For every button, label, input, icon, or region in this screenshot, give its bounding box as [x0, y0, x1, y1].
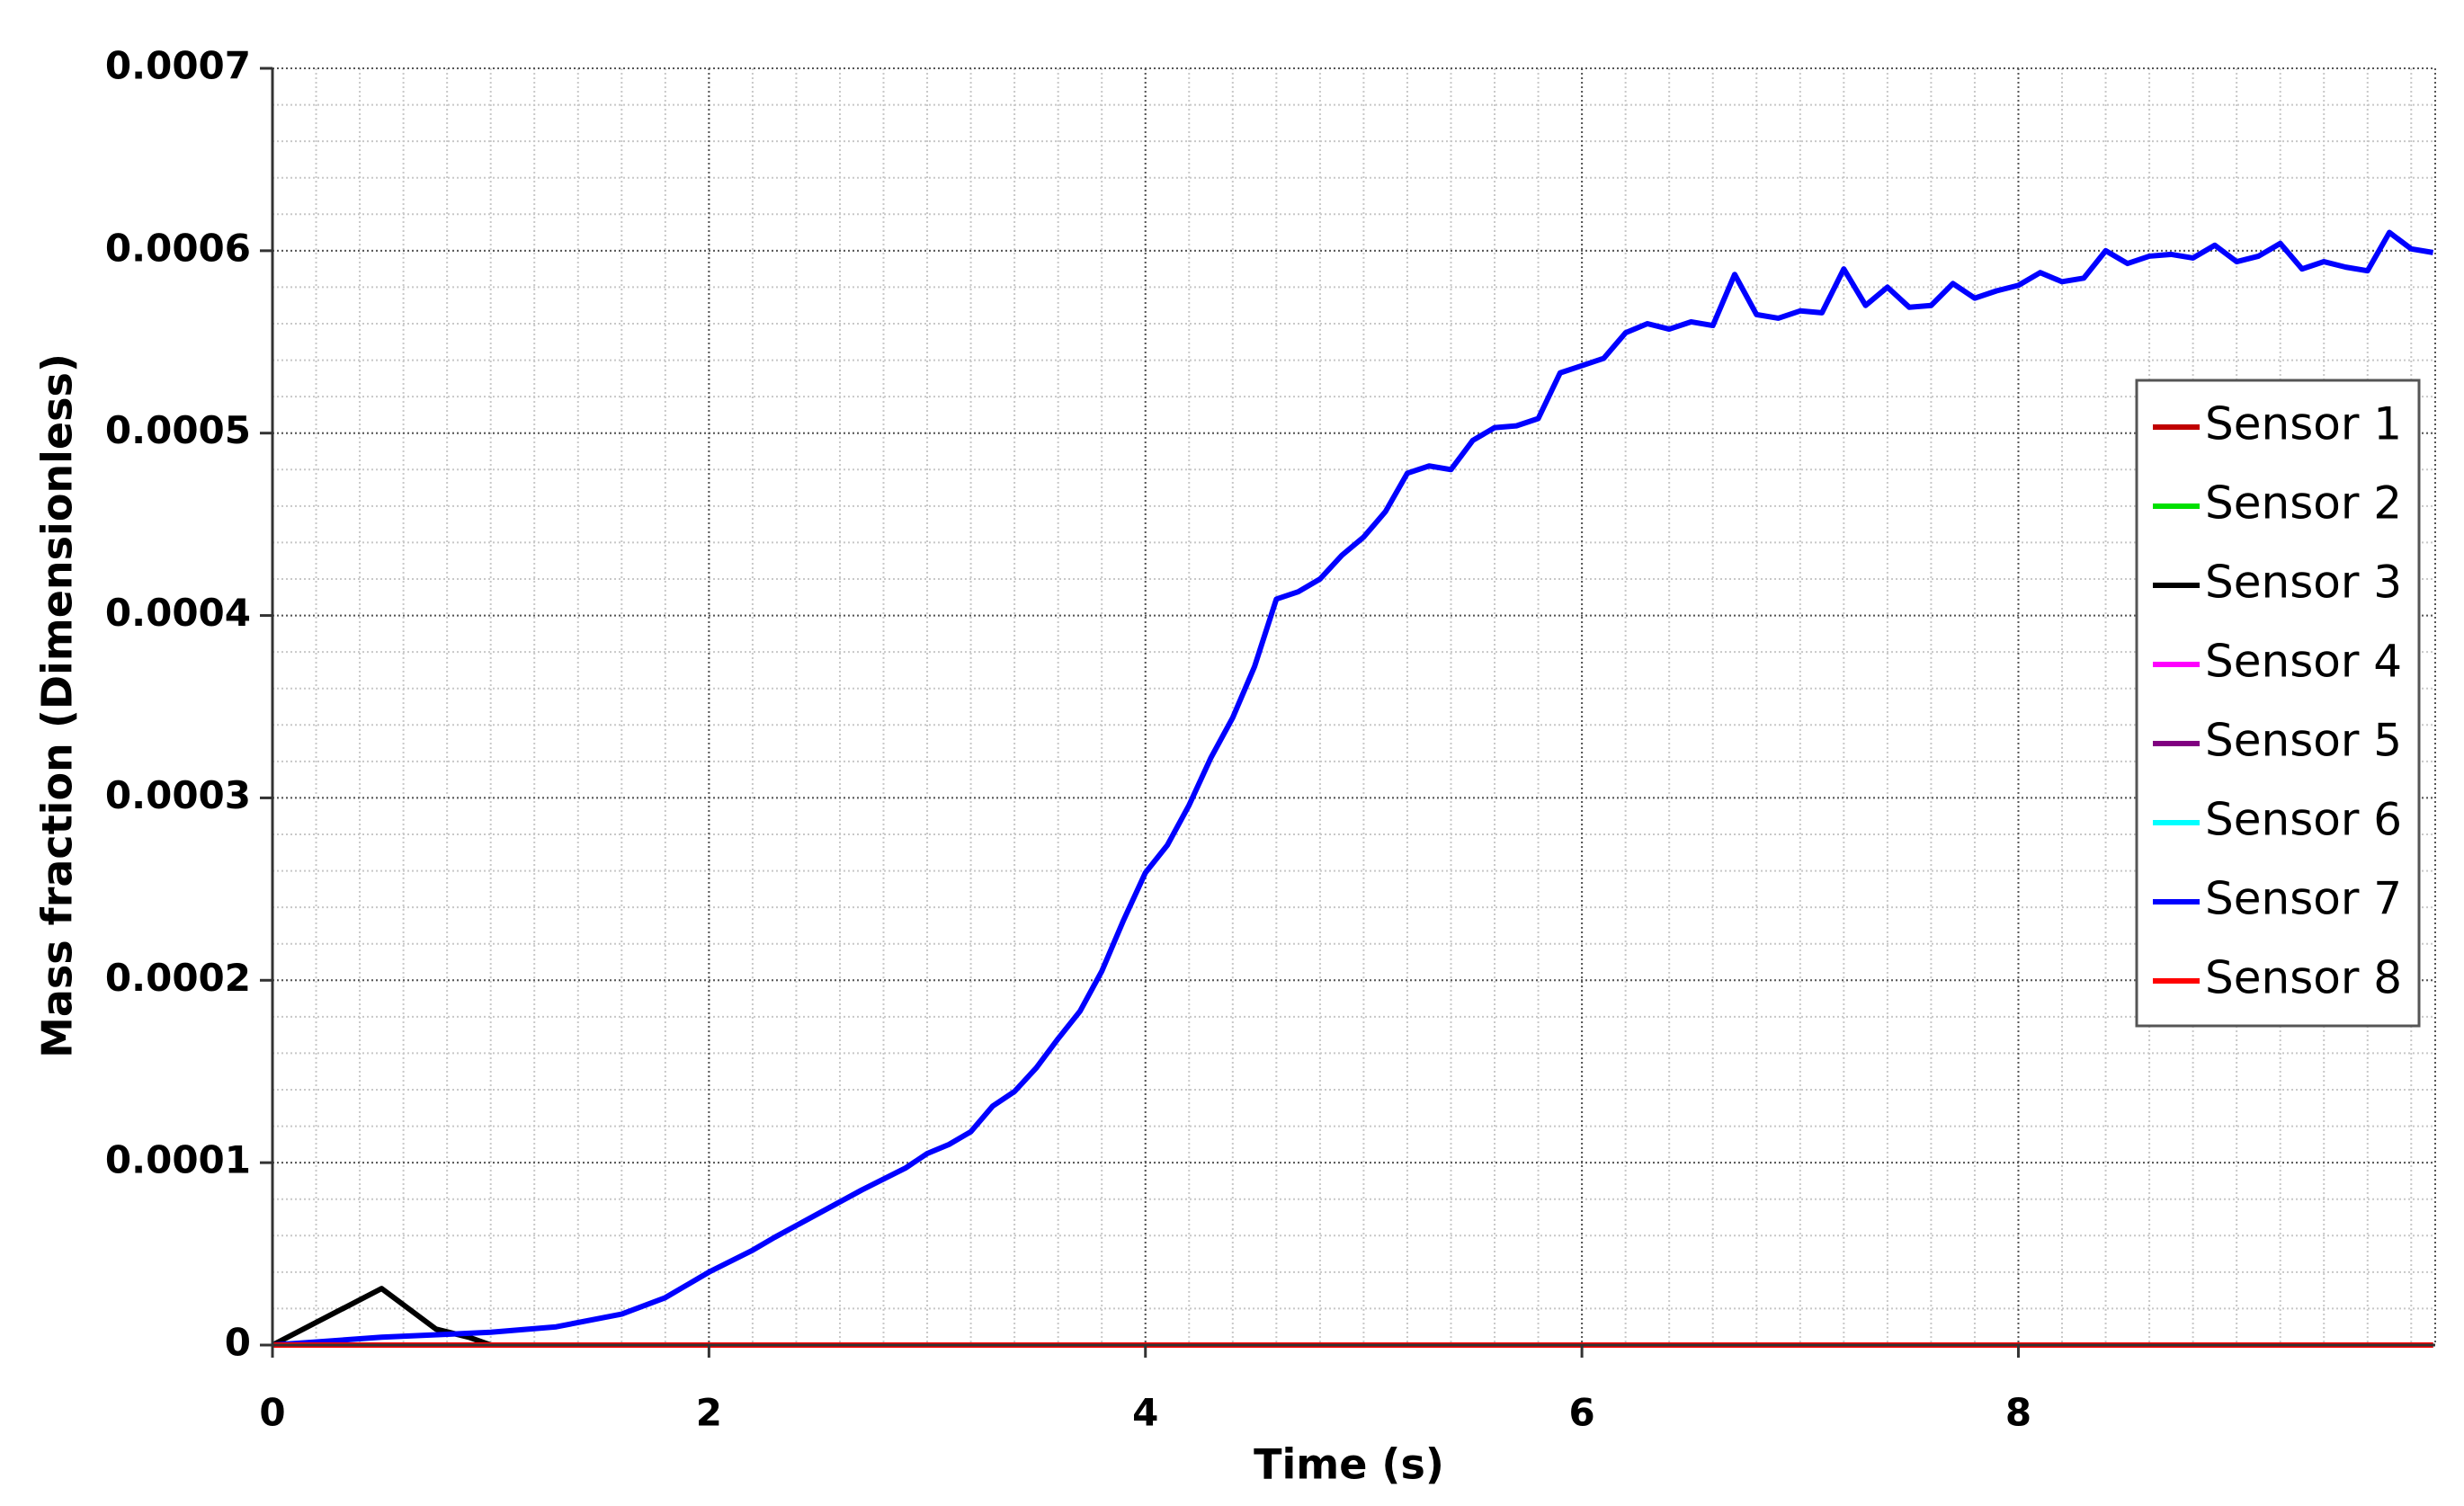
y-tick-label: 0.0007	[105, 44, 251, 88]
legend-label: Sensor 5	[2205, 715, 2402, 767]
y-tick-label: 0.0004	[105, 591, 251, 635]
legend-label: Sensor 2	[2205, 477, 2402, 530]
y-tick-label: 0.0006	[105, 226, 251, 270]
x-tick-label: 8	[2005, 1391, 2031, 1435]
legend: Sensor 1 Sensor 2 Sensor 3 Sensor 4 Sensor 5…	[2135, 379, 2421, 1028]
y-axis-label: Mass fraction (Dimensionless)	[33, 353, 82, 1058]
x-tick-label: 6	[1568, 1391, 1594, 1435]
legend-label: Sensor 1	[2205, 398, 2402, 450]
series-line	[272, 229, 2434, 1348]
grid	[272, 67, 2436, 1346]
y-tick-label: 0.0001	[105, 1138, 251, 1182]
legend-box	[2135, 379, 2421, 1028]
x-axis-label: Time (s)	[1254, 1440, 1444, 1489]
y-tick-label: 0.0002	[105, 956, 251, 1000]
x-tick-label: 2	[696, 1391, 722, 1435]
y-tick-label: 0.0005	[105, 408, 251, 452]
y-tick-label: 0	[225, 1321, 251, 1365]
y-tick-label: 0.0003	[105, 773, 251, 817]
x-tick-label: 4	[1132, 1391, 1158, 1435]
legend-label: Sensor 3	[2205, 557, 2402, 609]
legend-label: Sensor 8	[2205, 952, 2402, 1004]
axes: 0 0.0001 0.0002 0.0003 0.0004 0.0005 0.0006 0.0…	[105, 44, 2435, 1435]
x-tick-label: 0	[259, 1391, 285, 1435]
legend-label: Sensor 4	[2205, 636, 2402, 688]
legend-label: Sensor 6	[2205, 794, 2402, 846]
legend-label: Sensor 7	[2205, 873, 2402, 925]
